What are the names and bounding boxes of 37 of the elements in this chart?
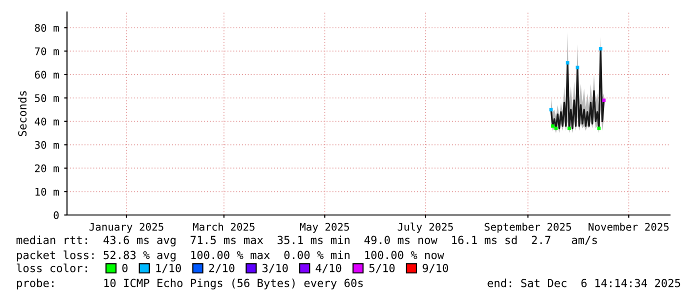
legend-label: 5/10 [369,264,395,274]
point [602,98,606,102]
y-tick-label: 60 m [34,70,59,79]
text: median rtt: 43.6 ms avg 71.5 ms max 35.1 ms min 49.0 ms now 16.1 ms sd 2.7 am/s [16,236,597,246]
x-tick-label: September 2025 [484,222,571,233]
legend-label: 9/10 [422,264,448,274]
y-tick-label: 0 [54,211,59,220]
text: probe: 10 ICMP Echo Pings (56 Bytes) every 60s [17,278,363,290]
y-tick-label: 40 m [34,118,59,126]
y-tick-label: 50 m [35,94,59,102]
legend-label: 1/10 [156,264,181,274]
x-tick-label: July 2025 [398,222,453,233]
text: end: Sat Dec 6 14:14:34 2025 [488,278,680,288]
text: packet loss: 52.83 % avg 100.00 % max 0.00 % min 100.00 % now [17,250,444,262]
y-tick-label: 30 m [34,141,59,149]
y-tick-label: 20 m [35,164,59,172]
point [598,47,602,50]
legend-label: 4/10 [316,264,342,274]
point [551,124,554,128]
legend-label: 2/10 [209,264,234,274]
y-tick-label: 80 m [34,24,59,32]
y-tick-label: 10 m [36,188,59,196]
point [554,126,558,130]
point [568,126,571,130]
x-tick-label: March 2025 [193,222,254,231]
x-tick-label: November 2025 [588,222,669,231]
legend-title: loss color: [16,264,87,272]
x-tick-label: January 2025 [89,222,164,233]
legend-label: 3/10 [262,264,288,274]
y-axis-title: Seconds [18,91,27,136]
y-tick-label: 70 m [34,47,59,56]
x-tick-label: May 2025 [300,222,349,233]
legend-label: 0 [122,264,128,272]
line-series [550,48,605,130]
point [566,61,570,65]
point [597,126,601,130]
point [549,108,553,112]
